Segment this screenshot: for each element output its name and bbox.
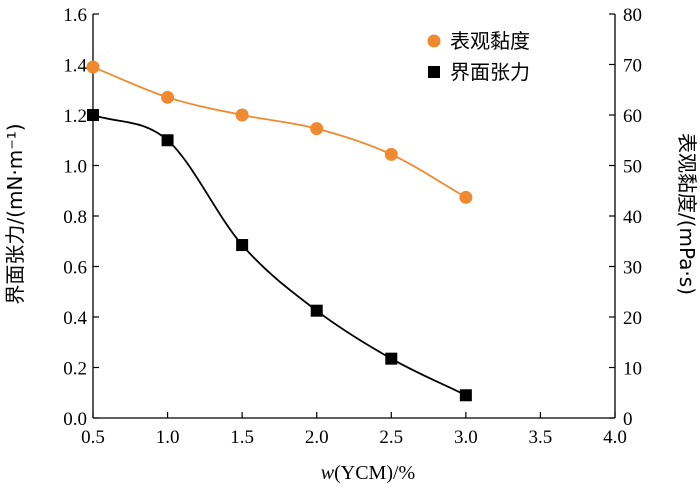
x-axis-title-rest: (YCM)/%	[334, 462, 415, 484]
right-y-tick-label: 20	[623, 308, 642, 329]
legend-marker	[427, 34, 441, 48]
right-y-tick-label: 50	[623, 157, 642, 178]
series-2-point	[459, 389, 472, 402]
left-y-axis-title: 界面张力/(mN·m⁻¹)	[3, 123, 27, 304]
right-y-axis-ticks: 0 10 20 30 40 50 60 70 80	[609, 5, 642, 430]
x-tick-label: 2.5	[379, 427, 403, 448]
legend-label: 界面张力	[450, 60, 530, 84]
x-tick-label: 4.0	[603, 427, 627, 448]
left-y-tick-label: 0.2	[63, 359, 87, 380]
series-2-line	[92, 114, 467, 397]
series-1-point	[86, 60, 100, 74]
right-y-tick-label: 70	[623, 56, 642, 77]
x-tick-label: 2.0	[305, 427, 329, 448]
x-tick-label: 3.0	[454, 427, 478, 448]
left-y-tick-label: 0.8	[63, 207, 87, 228]
series-1-point	[459, 190, 473, 204]
right-y-tick-label: 40	[623, 207, 642, 228]
left-y-tick-label: 1.2	[63, 106, 87, 127]
left-y-tick-label: 0.4	[63, 308, 87, 329]
legend-marker	[428, 66, 440, 78]
series-1-line	[92, 66, 467, 199]
left-y-tick-label: 1.4	[63, 56, 87, 77]
series-2-point	[385, 352, 398, 365]
series-2	[87, 109, 472, 402]
x-axis-title-italic: w	[321, 462, 335, 484]
right-y-tick-label: 10	[623, 359, 642, 380]
left-y-tick-label: 1.0	[63, 157, 87, 178]
series-2-point	[87, 109, 99, 121]
x-tick-label: 1.5	[230, 427, 254, 448]
series-1-point	[384, 147, 398, 161]
series-layer	[86, 60, 473, 402]
series-2-point	[236, 239, 249, 252]
series-1-point	[310, 122, 324, 136]
right-y-tick-label: 0	[623, 409, 633, 430]
x-axis-title: w(YCM)/%	[321, 462, 415, 484]
x-tick-label: 0.5	[81, 427, 105, 448]
series-1	[86, 60, 473, 204]
right-y-tick-label: 60	[623, 106, 642, 127]
left-y-tick-label: 0.0	[63, 409, 87, 430]
x-tick-label: 1.0	[156, 427, 180, 448]
right-y-axis-title: 表观黏度/(mPa·s)	[675, 133, 699, 295]
series-2-point	[161, 134, 174, 147]
left-y-tick-label: 0.6	[63, 258, 87, 279]
right-y-tick-label: 80	[623, 5, 642, 26]
legend-label: 表观黏度	[450, 29, 530, 53]
left-y-tick-label: 1.6	[63, 5, 87, 26]
x-axis-ticks: 0.5 1.0 1.5 2.0 2.5 3.0 3.5 4.0	[81, 412, 627, 448]
x-tick-label: 3.5	[529, 427, 553, 448]
series-1-point	[161, 90, 175, 104]
left-y-axis-ticks: 0.0 0.2 0.4 0.6 0.8 1.0 1.2 1.4 1.6	[63, 5, 99, 430]
series-2-point	[310, 304, 323, 317]
series-1-point	[235, 108, 249, 122]
right-y-tick-label: 30	[623, 258, 642, 279]
plot-frame	[92, 14, 616, 419]
